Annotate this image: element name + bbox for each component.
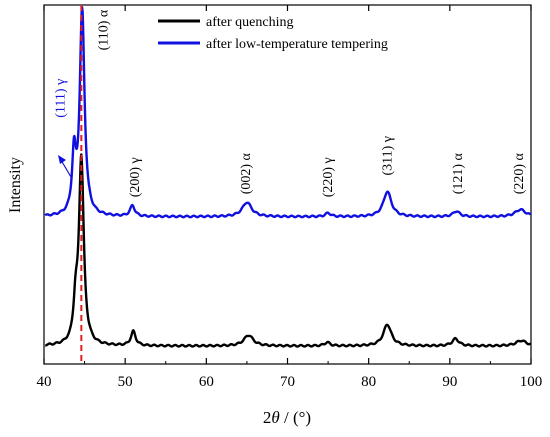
legend-label-tempering: after low-temperature tempering [206, 37, 388, 52]
peak-label: (311) γ [380, 136, 395, 176]
legend-label-quenching: after quenching [206, 15, 293, 30]
x-axis-label: 2θ / (°) [263, 408, 311, 427]
x-axis-label-theta: θ [271, 408, 279, 427]
x-tick-label: 100 [520, 374, 543, 390]
series-group [44, 5, 532, 348]
peak-label: (110) α [96, 9, 111, 50]
peak-label: (200) γ [128, 157, 143, 197]
y-axis-label: Intensity [7, 157, 24, 213]
x-tick-label: 40 [37, 374, 52, 390]
series-line-0 [44, 153, 532, 348]
x-tick-label: 90 [442, 374, 457, 390]
peak-label: (111) γ [53, 79, 68, 118]
annotation-arrow [60, 159, 72, 178]
x-tick-label: 50 [118, 374, 133, 390]
x-axis-label-unit: / (°) [280, 408, 311, 427]
peak-label: (002) α [239, 152, 254, 194]
peak-label: (121) α [451, 152, 466, 194]
x-axis-label-prefix: 2 [263, 408, 272, 427]
x-tick-label: 80 [361, 374, 376, 390]
peak-label: (220) γ [321, 157, 336, 197]
peak-label: (220) α [512, 152, 527, 194]
peak-annotations: (110) α (111) γ (200) γ (002) α (220) γ (311)… [53, 9, 527, 197]
x-tick-label: 70 [280, 374, 295, 390]
series-line-1 [44, 5, 532, 219]
x-ticks: 40 50 60 70 80 90 100 [37, 5, 543, 390]
annotation-arrowhead [58, 155, 66, 164]
x-tick-label: 60 [199, 374, 214, 390]
legend: after quenching after low-temperature te… [158, 15, 388, 52]
